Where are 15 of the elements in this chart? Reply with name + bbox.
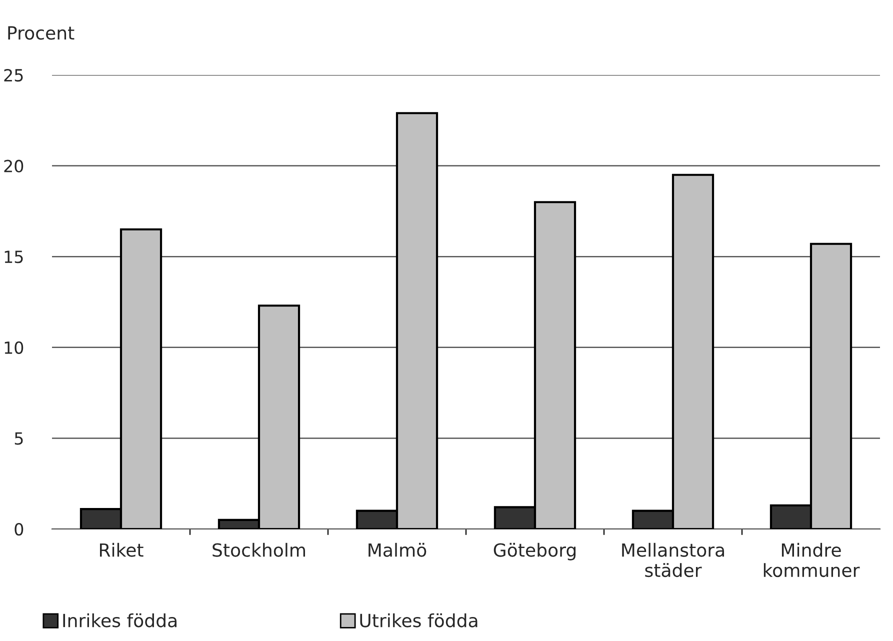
y-tick-label: 15 — [4, 250, 23, 264]
legend-label: Utrikes födda — [360, 613, 478, 628]
x-tick-label: Stockholm — [212, 542, 305, 557]
y-tick-label: 25 — [4, 68, 23, 82]
y-tick-label: 5 — [14, 432, 23, 445]
y-tick-label: 10 — [4, 341, 24, 354]
x-tick-label: Malmö — [368, 542, 426, 557]
x-tick-label: Göteborg — [494, 542, 576, 560]
y-tick-label: 0 — [14, 522, 24, 536]
legend-label: Inrikes födda — [63, 613, 176, 628]
x-tick-label: Riket — [100, 542, 144, 557]
x-tick-label: Mindre kommuner — [764, 542, 860, 578]
y-axis-title: Procent — [8, 26, 74, 40]
x-tick-label: Mellanstora städer — [622, 542, 724, 578]
y-tick-label: 20 — [4, 160, 24, 172]
